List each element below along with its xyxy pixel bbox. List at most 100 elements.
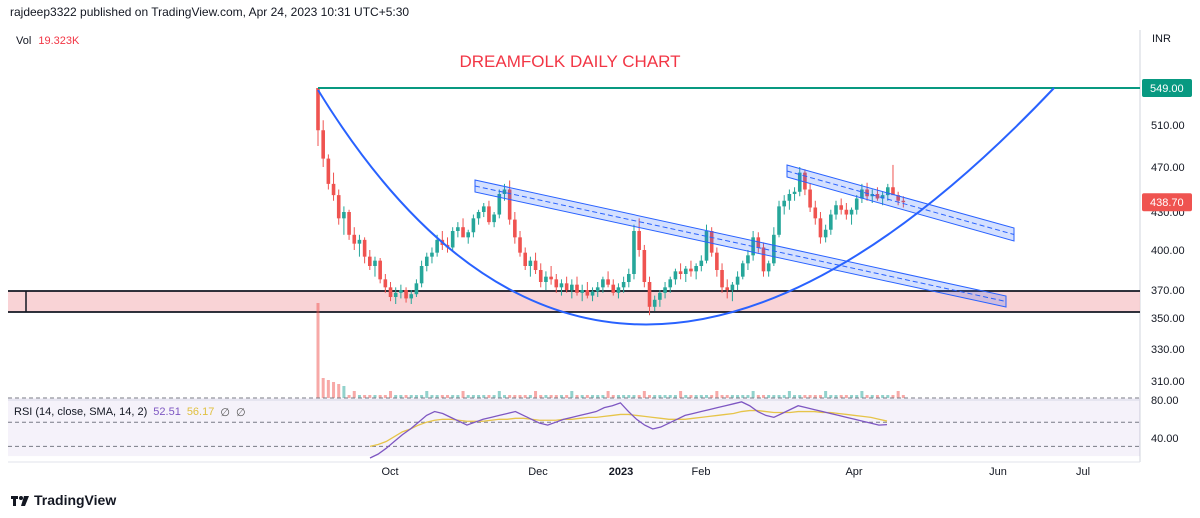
price-badge [1142,193,1192,212]
candle-body [564,283,569,290]
volume-bar [394,395,398,398]
volume-bar [435,395,439,398]
candle-body [704,231,709,261]
candle-body [844,209,849,215]
volume-bar [332,382,336,398]
x-tick-label: Apr [845,466,862,478]
volume-bar [554,395,558,398]
rsi-tick-label: 40.00 [1151,433,1179,445]
y-tick-label: 310.00 [1151,376,1185,388]
candle-body [497,194,502,215]
candle-body [409,294,414,299]
candle-body [414,283,419,295]
candle-body [875,194,880,199]
candle-body [538,270,543,282]
footer-brand[interactable]: TradingView [10,492,116,508]
candle-body [549,276,553,280]
candle-body [383,279,388,288]
candle-body [854,198,859,210]
lower-channel [474,179,1007,308]
volume-bar [337,384,341,398]
volume-bar [798,395,802,398]
candle-body [528,260,533,266]
volume-bar [782,395,786,398]
candle-body [616,287,621,293]
volume-bar [673,395,677,398]
support-zone [8,291,1140,312]
candle-body [316,88,320,131]
volume-bar [477,395,481,398]
volume-bar [352,391,356,398]
candle-body [829,214,833,230]
volume-bar [616,395,620,398]
candle-body [772,234,776,264]
volume-bar [725,395,729,398]
volume-bar [601,395,605,398]
candle-body [336,195,341,219]
volume-bar [482,395,486,398]
candle-body [326,158,331,184]
currency-label: INR [1152,33,1171,45]
candle-body [580,290,584,293]
candle-body [575,284,579,293]
volume-bar [596,395,600,398]
candle-body [632,231,636,274]
candle-body [627,274,631,282]
y-tick-label: 350.00 [1151,313,1185,325]
candle-body [621,282,626,288]
x-tick-label: Jun [989,466,1007,478]
candle-body [896,195,900,201]
candle-body [761,247,766,272]
volume-bar [492,395,496,398]
candle-body [709,231,714,253]
volume-legend: Vol 19.323K [16,35,79,47]
volume-bar [420,395,424,398]
volume-bar [627,395,631,398]
volume-value: 19.323K [38,35,80,47]
candle-body [476,212,481,219]
candle-body [901,200,906,203]
volume-bar [694,395,698,398]
candle-body [424,256,429,266]
volume-bar [585,395,589,398]
candle-body [492,214,496,223]
volume-bar [658,395,662,398]
volume-bar [787,391,791,398]
candle-body [502,189,507,194]
candle-body [388,287,393,297]
candle-body [647,282,652,307]
candle-body [865,189,869,197]
volume-bar [855,395,859,398]
candle-body [378,260,382,280]
candle-body [456,227,460,231]
candle-body [368,256,372,266]
candle-body [813,207,818,219]
volume-bar [565,395,569,398]
volume-bar [850,395,854,398]
candle-body [834,205,838,215]
volume-bar [622,395,626,398]
volume-bar [580,395,584,398]
volume-bar [342,386,346,398]
candle-body [683,268,688,274]
candle-body [342,212,346,219]
candle-body [797,172,802,192]
rsi-band [8,398,1140,457]
candle-body [715,252,719,270]
volume-bar [663,395,667,398]
volume-bar [404,395,408,398]
volume-bar [363,395,367,398]
candle-body [347,212,351,235]
volume-bar [425,391,429,398]
volume-bar [684,395,688,398]
candle-body [803,172,807,190]
candle-body [513,219,517,238]
volume-bar [772,395,776,398]
volume-bar [648,395,652,398]
x-tick-label: Jul [1076,466,1090,478]
volume-bar [720,395,724,398]
tradingview-logo-icon [11,496,29,506]
volume-bar [715,391,719,398]
candle-body [849,209,854,215]
